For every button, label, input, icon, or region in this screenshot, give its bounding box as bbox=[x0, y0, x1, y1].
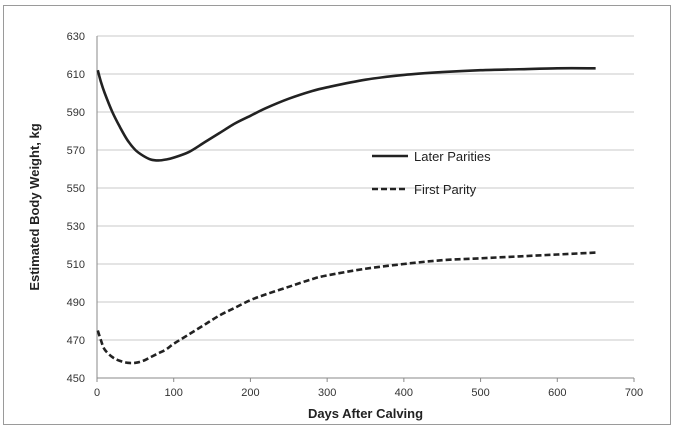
y-tick-label: 450 bbox=[67, 373, 85, 385]
y-axis-title: Estimated Body Weight, kg bbox=[27, 123, 42, 290]
y-tick-labels: 450 470 490 510 530 550 570 590 610 630 bbox=[67, 31, 85, 385]
x-axis-title: Days After Calving bbox=[308, 406, 423, 421]
x-tick-label: 300 bbox=[318, 387, 336, 399]
x-tick-label: 100 bbox=[165, 387, 183, 399]
legend-label: First Parity bbox=[414, 182, 477, 197]
series-lines bbox=[96, 66, 596, 365]
x-tick-label: 200 bbox=[241, 387, 259, 399]
grid-lines bbox=[97, 35, 634, 341]
series-line-first-parity bbox=[96, 251, 596, 365]
chart-frame bbox=[3, 5, 671, 425]
x-tick-labels: 0 100 200 300 400 500 600 700 bbox=[94, 387, 643, 399]
x-tick-label: 500 bbox=[471, 387, 489, 399]
y-tick-label: 550 bbox=[67, 183, 85, 195]
y-tick-label: 590 bbox=[67, 107, 85, 119]
series-line-later-parities bbox=[96, 66, 596, 162]
axes bbox=[96, 36, 635, 382]
x-tick-label: 400 bbox=[395, 387, 413, 399]
x-tick-label: 700 bbox=[625, 387, 643, 399]
y-tick-label: 510 bbox=[67, 259, 85, 271]
y-tick-label: 630 bbox=[67, 31, 85, 43]
y-tick-label: 490 bbox=[67, 297, 85, 309]
y-tick-label: 570 bbox=[67, 145, 85, 157]
y-tick-label: 530 bbox=[67, 221, 85, 233]
legend: Later Parities First Parity bbox=[372, 149, 491, 197]
legend-label: Later Parities bbox=[414, 149, 491, 164]
y-tick-label: 470 bbox=[67, 335, 85, 347]
x-tick-label: 600 bbox=[548, 387, 566, 399]
x-tick-label: 0 bbox=[94, 387, 100, 399]
y-tick-label: 610 bbox=[67, 69, 85, 81]
